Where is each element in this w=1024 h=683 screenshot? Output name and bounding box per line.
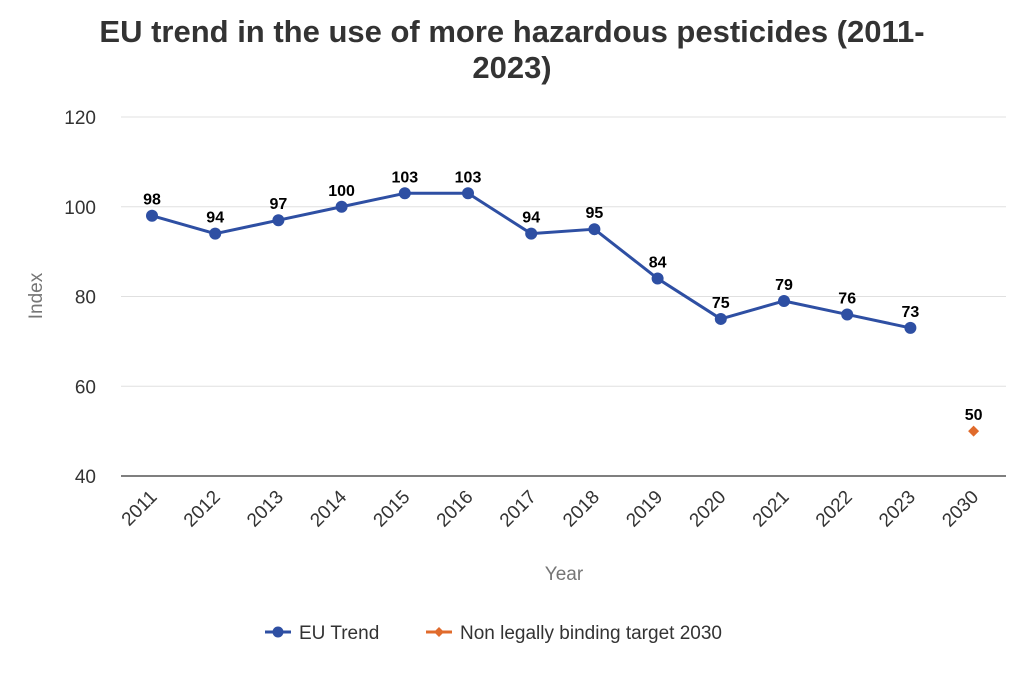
- x-tick-label: 2015: [370, 487, 415, 532]
- data-label: 95: [586, 205, 604, 222]
- data-point: [209, 227, 222, 240]
- data-label: 84: [649, 255, 667, 272]
- y-tick-label: 120: [64, 108, 96, 129]
- data-point: [146, 209, 158, 222]
- x-axis-title: Year: [545, 564, 584, 585]
- x-tick-label: 2018: [559, 487, 604, 532]
- data-label: 73: [902, 304, 920, 321]
- y-tick-label: 100: [64, 198, 96, 219]
- data-point: [651, 272, 664, 285]
- x-tick-label: 2011: [118, 487, 162, 531]
- x-axis-ticks: 2011 2012 2013 2014 2015 2016 2017 2018 2019 2020…: [118, 486, 983, 531]
- legend-marker-circle: [272, 626, 284, 638]
- data-point: [398, 187, 411, 200]
- legend-marker-diamond: [434, 627, 444, 637]
- x-tick-label: 2030: [938, 487, 983, 532]
- data-label: 94: [522, 210, 540, 227]
- data-point: [778, 294, 790, 307]
- chart-title: EU trend in the use of more hazardous pe…: [0, 14, 1024, 86]
- data-label: 98: [143, 192, 161, 209]
- y-axis-title: Index: [26, 272, 47, 319]
- data-label: 75: [712, 295, 730, 312]
- data-point: [525, 227, 538, 240]
- x-tick-label: 2023: [875, 487, 920, 532]
- data-label: 79: [775, 277, 793, 294]
- x-tick-label: 2019: [622, 487, 667, 532]
- data-label: 97: [270, 196, 288, 213]
- data-point: [272, 214, 285, 227]
- data-point: [462, 187, 474, 200]
- legend-item-1: Non legally binding target 2030: [426, 623, 722, 644]
- data-label: 103: [391, 169, 418, 186]
- data-point: [714, 312, 727, 325]
- data-label: 94: [206, 210, 224, 227]
- x-tick-label: 2022: [812, 487, 857, 532]
- x-tick-label: 2016: [433, 487, 478, 532]
- x-tick-label: 2012: [180, 487, 225, 532]
- chart-title-line-1: EU trend in the use of more hazardous pe…: [99, 14, 925, 49]
- data-label: 100: [328, 183, 355, 200]
- data-point: [904, 321, 917, 334]
- legend-item-0: EU Trend: [265, 623, 379, 644]
- data-point: [841, 308, 854, 321]
- y-tick-label: 40: [75, 467, 96, 488]
- data-labels: 98 94 97 100 103 103 94 95 84 75 79 76 73 50: [143, 169, 982, 424]
- chart-title-line-2: 2023): [472, 50, 552, 85]
- data-label: 103: [455, 169, 482, 186]
- x-tick-label: 2020: [686, 487, 731, 532]
- y-tick-label: 60: [75, 377, 96, 398]
- x-tick-label: 2021: [749, 487, 794, 532]
- legend-label: EU Trend: [299, 623, 379, 644]
- x-tick-label: 2014: [306, 486, 351, 531]
- y-tick-label: 80: [75, 288, 96, 309]
- y-axis-ticks: 40 60 80 100 120: [64, 108, 96, 488]
- data-label: 76: [838, 290, 856, 307]
- gridlines: [121, 116, 1006, 477]
- legend: EU Trend Non legally binding target 2030: [265, 623, 722, 644]
- legend-label: Non legally binding target 2030: [460, 623, 722, 644]
- data-label: 50: [965, 407, 983, 424]
- x-tick-label: 2017: [496, 487, 541, 532]
- data-point-diamond: [968, 425, 980, 437]
- series-layer: [146, 187, 980, 437]
- x-tick-label: 2013: [243, 487, 288, 532]
- data-point: [335, 200, 348, 213]
- data-point: [588, 223, 601, 236]
